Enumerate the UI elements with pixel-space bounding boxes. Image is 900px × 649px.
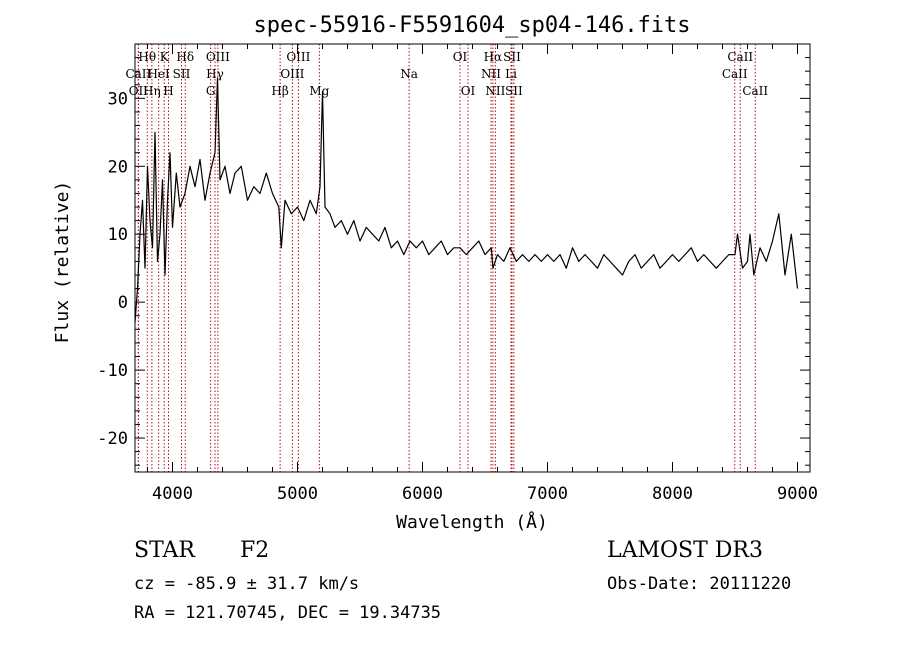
line-label: Na bbox=[400, 67, 418, 81]
x-axis: 4000 5000 6000 7000 8000 9000 bbox=[147, 44, 818, 504]
line-label: Hδ bbox=[176, 50, 194, 64]
obs-date: Obs-Date: 20111220 bbox=[607, 574, 792, 594]
line-label: OIII bbox=[206, 50, 230, 64]
line-label: Hγ bbox=[206, 67, 224, 81]
y-tick-label: 10 bbox=[108, 225, 128, 245]
survey-name: LAMOST DR3 bbox=[607, 538, 763, 563]
y-axis-label: Flux (relative) bbox=[52, 181, 73, 344]
velocity: cz = -85.9 ± 31.7 km/s bbox=[134, 574, 360, 594]
line-label: OIII bbox=[280, 67, 304, 81]
line-label: CaII bbox=[125, 67, 151, 81]
x-tick-label: 6000 bbox=[402, 484, 443, 504]
plot-frame bbox=[134, 43, 811, 473]
coordinates: RA = 121.70745, DEC = 19.34735 bbox=[134, 603, 442, 623]
line-label: Hθ bbox=[138, 50, 156, 64]
subclass: F2 bbox=[240, 538, 270, 563]
line-label: Hβ bbox=[271, 84, 288, 98]
chart-title: spec-55916-F5591604_sp04-146.fits bbox=[253, 13, 690, 38]
line-label: SII bbox=[173, 67, 191, 81]
line-label: Hη bbox=[143, 84, 161, 98]
line-label: H bbox=[163, 84, 173, 98]
object-class: STAR bbox=[134, 538, 195, 563]
line-label: OIII bbox=[286, 50, 310, 64]
x-axis-label: Wavelength (Å) bbox=[396, 511, 548, 533]
line-label: CaII bbox=[727, 50, 753, 64]
line-label: SII bbox=[505, 84, 523, 98]
x-tick-label: 7000 bbox=[527, 484, 568, 504]
y-tick-label: 0 bbox=[118, 293, 128, 313]
x-tick-label: 4000 bbox=[152, 484, 193, 504]
y-tick-label: -10 bbox=[97, 361, 128, 381]
y-axis: -20 -10 0 10 20 30 bbox=[97, 57, 810, 466]
line-label: Hα bbox=[484, 50, 503, 64]
line-markers bbox=[137, 44, 756, 472]
line-label: SII bbox=[503, 50, 521, 64]
line-label: OI bbox=[453, 50, 468, 64]
x-tick-label: 8000 bbox=[652, 484, 693, 504]
spectrum-series bbox=[134, 77, 799, 323]
line-label: OII bbox=[129, 84, 149, 98]
x-tick-label: 9000 bbox=[777, 484, 818, 504]
line-label: NII bbox=[485, 84, 505, 98]
line-label: CaII bbox=[742, 84, 768, 98]
line-label: K bbox=[160, 50, 170, 64]
line-label: Mg bbox=[309, 84, 329, 98]
y-tick-label: 30 bbox=[108, 89, 128, 109]
line-label: G bbox=[206, 84, 216, 98]
x-tick-label: 5000 bbox=[277, 484, 318, 504]
y-tick-label: -20 bbox=[97, 429, 128, 449]
line-label: NII bbox=[481, 67, 501, 81]
spectrum-line bbox=[134, 77, 799, 323]
line-label: CaII bbox=[722, 67, 748, 81]
y-tick-label: 20 bbox=[108, 157, 128, 177]
line-label: Li bbox=[505, 67, 517, 81]
line-label: OI bbox=[461, 84, 476, 98]
line-label: HeI bbox=[147, 67, 170, 81]
